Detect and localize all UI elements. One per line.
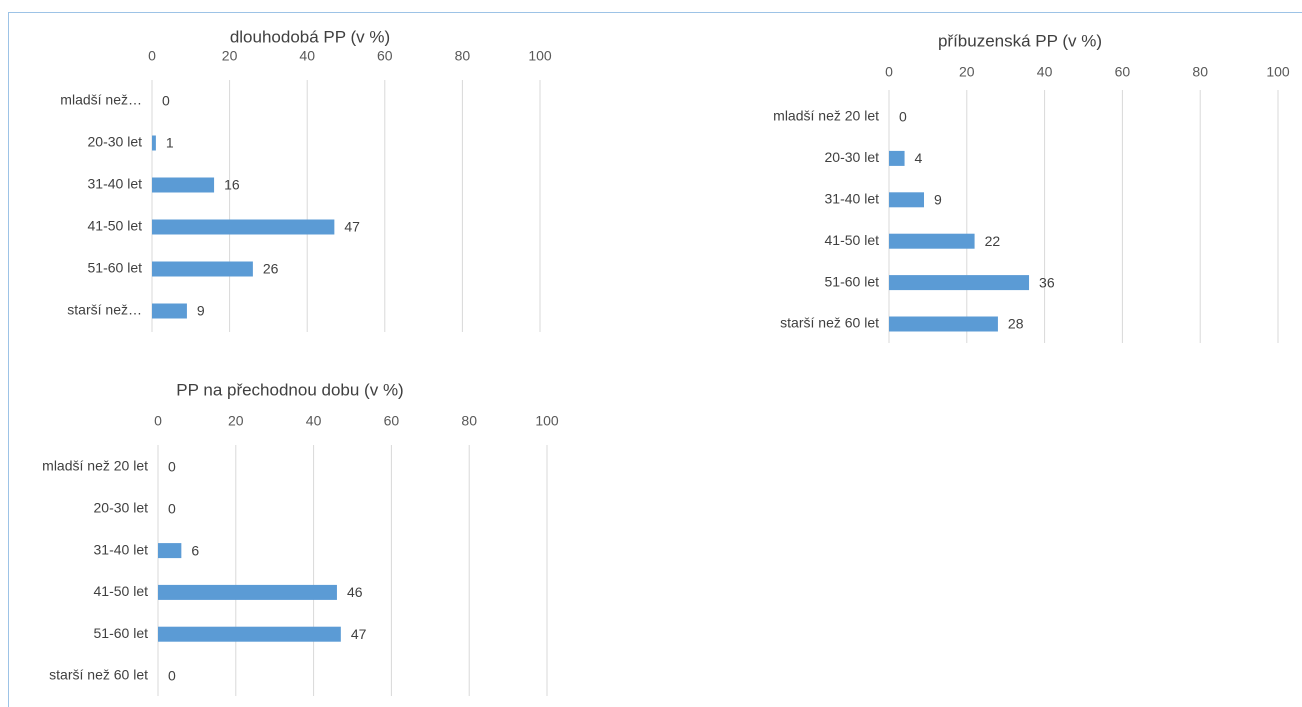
value-label: 0	[162, 93, 170, 109]
category-label: mladší než…	[60, 92, 142, 108]
bar	[152, 261, 253, 277]
category-label: starší než 60 let	[780, 315, 879, 331]
x-tick-label: 60	[377, 48, 393, 64]
value-label: 28	[1008, 316, 1024, 332]
x-tick-label: 60	[384, 413, 400, 429]
chart-title: PP na přechodnou dobu (v %)	[176, 380, 403, 399]
category-label: starší než 60 let	[49, 667, 148, 683]
value-label: 26	[263, 261, 279, 277]
bar	[158, 626, 341, 642]
x-tick-label: 40	[299, 48, 315, 64]
bar	[158, 584, 337, 600]
value-label: 1	[166, 135, 174, 151]
value-label: 47	[351, 626, 367, 642]
value-label: 47	[344, 219, 360, 235]
value-label: 9	[934, 192, 942, 208]
value-label: 22	[985, 233, 1001, 249]
x-tick-label: 40	[306, 413, 322, 429]
x-tick-label: 80	[455, 48, 471, 64]
category-label: mladší než 20 let	[773, 108, 879, 124]
category-label: 20-30 let	[94, 500, 149, 516]
category-label: 51-60 let	[825, 273, 880, 289]
x-tick-label: 100	[528, 48, 552, 64]
category-label: mladší než 20 let	[42, 458, 148, 474]
category-label: 20-30 let	[88, 134, 143, 150]
value-label: 0	[168, 501, 176, 517]
category-label: 41-50 let	[88, 218, 143, 234]
category-label: starší než…	[67, 302, 142, 318]
chart-title: příbuzenská PP (v %)	[938, 31, 1102, 50]
category-label: 31-40 let	[825, 191, 880, 207]
x-tick-label: 20	[959, 64, 975, 80]
x-tick-label: 100	[535, 413, 559, 429]
category-label: 31-40 let	[94, 541, 149, 557]
bar	[889, 233, 975, 249]
x-tick-label: 0	[148, 48, 156, 64]
value-label: 6	[191, 542, 199, 558]
bar	[889, 316, 998, 332]
x-tick-label: 0	[154, 413, 162, 429]
value-label: 0	[899, 109, 907, 125]
bar	[158, 543, 182, 559]
value-label: 0	[168, 459, 176, 475]
x-tick-label: 20	[222, 48, 238, 64]
category-label: 31-40 let	[88, 176, 143, 192]
bar	[889, 275, 1030, 291]
bar	[152, 303, 187, 319]
frame	[8, 12, 1302, 707]
x-tick-label: 20	[228, 413, 244, 429]
bar	[152, 219, 335, 235]
value-label: 36	[1039, 274, 1055, 290]
category-label: 41-50 let	[94, 583, 149, 599]
value-label: 0	[168, 668, 176, 684]
x-tick-label: 0	[885, 64, 893, 80]
x-tick-label: 80	[1192, 64, 1208, 80]
x-tick-label: 40	[1037, 64, 1053, 80]
bar	[889, 192, 925, 208]
bar	[889, 150, 905, 166]
value-label: 16	[224, 177, 240, 193]
value-label: 9	[197, 303, 205, 319]
value-label: 46	[347, 584, 363, 600]
category-label: 51-60 let	[94, 625, 149, 641]
x-tick-label: 60	[1115, 64, 1131, 80]
category-label: 20-30 let	[825, 149, 880, 165]
chart-title: dlouhodobá PP (v %)	[230, 27, 390, 46]
x-tick-label: 100	[1266, 64, 1290, 80]
category-label: 41-50 let	[825, 232, 880, 248]
x-tick-label: 80	[461, 413, 477, 429]
value-label: 4	[915, 150, 923, 166]
bar	[152, 177, 215, 193]
bar	[152, 135, 156, 151]
category-label: 51-60 let	[88, 260, 143, 276]
